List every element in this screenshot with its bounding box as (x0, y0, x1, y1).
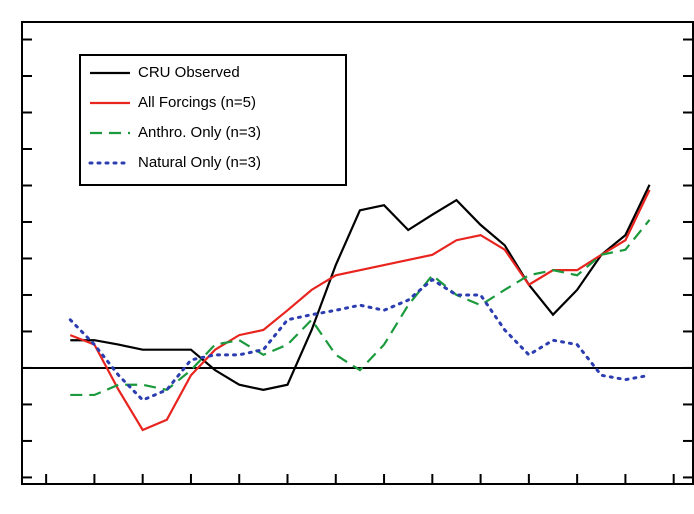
plot-frame (21, 21, 694, 485)
legend-label: All Forcings (n=5) (138, 94, 256, 111)
legend-label: Natural Only (n=3) (138, 154, 261, 171)
legend-label: CRU Observed (138, 64, 240, 81)
series-line (68, 277, 652, 402)
legend-label: Anthro. Only (n=3) (138, 124, 261, 141)
series-line (70, 219, 651, 397)
series-line (69, 189, 651, 432)
series-line (70, 184, 651, 391)
legend-box (79, 54, 347, 186)
